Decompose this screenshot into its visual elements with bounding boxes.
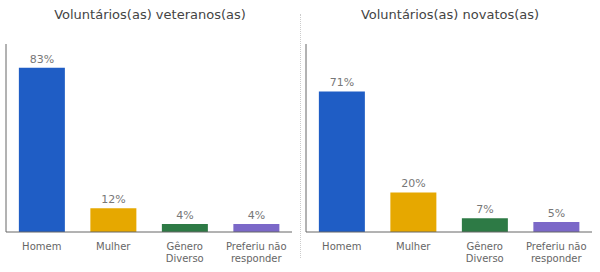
svg-text:Homem: Homem: [22, 241, 61, 252]
svg-text:Mulher: Mulher: [396, 241, 431, 252]
svg-text:5%: 5%: [548, 207, 565, 220]
svg-text:4%: 4%: [176, 209, 193, 222]
svg-text:GêneroDiverso: GêneroDiverso: [166, 241, 204, 264]
html-text:Voluntários(as) veteranos(as): Voluntários(as) veteranos(as): [54, 7, 246, 22]
svg-text:12%: 12%: [101, 193, 125, 206]
svg-text:71%: 71%: [330, 76, 354, 89]
svg-text:20%: 20%: [401, 177, 425, 190]
svg-text:GêneroDiverso: GêneroDiverso: [466, 241, 504, 264]
svg-text:83%: 83%: [30, 53, 54, 66]
svg-text:7%: 7%: [476, 203, 493, 216]
svg-text:Preferiu nãoresponder: Preferiu nãoresponder: [526, 241, 587, 264]
svg-text:Homem: Homem: [322, 241, 361, 252]
html-text:Voluntários(as) novatos(as): Voluntários(as) novatos(as): [360, 7, 540, 22]
svg-text:4%: 4%: [248, 209, 265, 222]
svg-text:Preferiu nãoresponder: Preferiu nãoresponder: [226, 241, 287, 264]
svg-text:Mulher: Mulher: [96, 241, 131, 252]
